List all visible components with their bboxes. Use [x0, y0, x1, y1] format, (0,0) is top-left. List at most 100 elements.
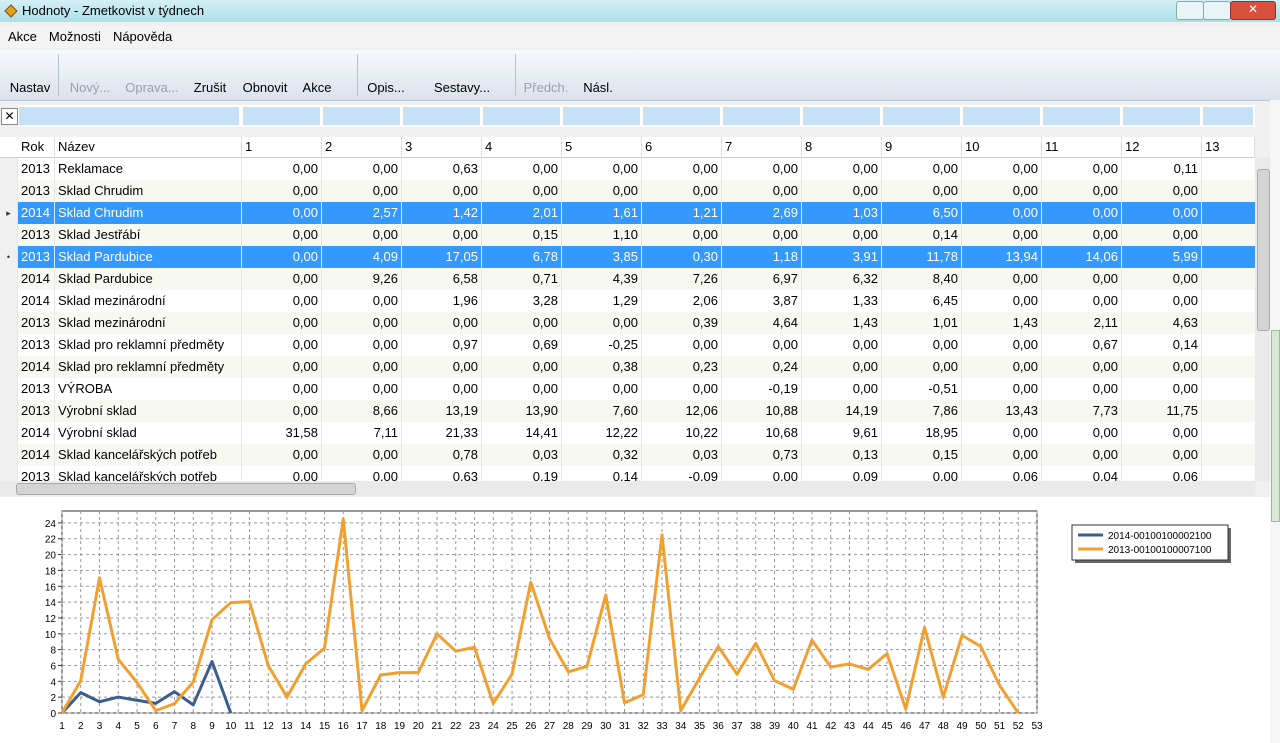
value-cell: 2,01 — [482, 202, 562, 224]
column-header[interactable]: 6 — [642, 137, 722, 159]
filter-cell[interactable] — [1203, 107, 1253, 125]
value-cell: 0,00 — [562, 378, 642, 400]
filter-cell[interactable] — [883, 107, 960, 125]
filter-cell[interactable] — [1043, 107, 1120, 125]
table-row[interactable]: 2013 Sklad Jestřábí 0,00 0,00 0,00 0,15 1,10 0,… — [0, 224, 1255, 246]
column-header[interactable]: 1 — [242, 137, 322, 159]
clear-filter[interactable]: ✕ — [1, 108, 18, 125]
text-cell: 2013 — [18, 466, 55, 481]
value-cell: 0,24 — [722, 356, 802, 378]
value-cell: 0,00 — [242, 290, 322, 312]
filter-cell[interactable] — [723, 107, 800, 125]
filter-cell[interactable] — [323, 107, 400, 125]
table-row[interactable]: • 2013 Sklad Pardubice 0,00 4,09 17,05 6,78 3,8… — [0, 246, 1255, 268]
table-row[interactable]: 2013 Sklad pro reklamní předměty 0,00 0,00 0… — [0, 334, 1255, 356]
value-cell: 0,00 — [962, 202, 1042, 224]
value-cell: 2,69 — [722, 202, 802, 224]
column-header[interactable]: 13 — [1202, 137, 1255, 159]
value-cell: -0,19 — [722, 378, 802, 400]
value-cell: 7,26 — [642, 268, 722, 290]
y-tick-label: 14 — [45, 598, 57, 609]
value-cell: 0,00 — [562, 158, 642, 180]
h-scroll-thumb[interactable] — [16, 483, 356, 495]
filter-cell[interactable] — [803, 107, 880, 125]
x-tick-label: 44 — [863, 721, 875, 732]
value-cell: 0,00 — [242, 180, 322, 202]
row-indicator — [0, 334, 18, 356]
value-cell: 0,00 — [402, 224, 482, 246]
splitter[interactable] — [1270, 100, 1280, 743]
table-row[interactable]: ▸ 2014 Sklad Chrudim 0,00 2,57 1,42 2,01 1,61 1,… — [0, 202, 1255, 224]
close-button[interactable]: ✕ — [1230, 1, 1276, 20]
menu-item[interactable]: Nápověda — [112, 29, 173, 44]
text-cell: Sklad kancelářských potřeb — [55, 444, 242, 466]
filter-cell[interactable] — [643, 107, 720, 125]
table-row[interactable]: 2013 VÝROBA 0,00 0,00 0,00 0,00 0,00 0,00 -0,19 0… — [0, 378, 1255, 400]
column-header[interactable]: Rok — [18, 137, 55, 159]
column-header[interactable]: 5 — [562, 137, 642, 159]
filter-cell[interactable] — [19, 107, 239, 125]
column-header[interactable]: Název — [55, 137, 242, 159]
x-tick-label: 19 — [394, 721, 406, 732]
splitter-thumb[interactable] — [1271, 330, 1280, 522]
table-row[interactable]: 2013 Reklamace 0,00 0,00 0,63 0,00 0,00 0,00 0,0… — [0, 158, 1255, 180]
x-tick-label: 49 — [956, 721, 968, 732]
column-header[interactable]: 7 — [722, 137, 802, 159]
table-row[interactable]: 2013 Sklad kancelářských potřeb 0,00 0,00 0,… — [0, 466, 1255, 481]
value-cell: 10,22 — [642, 422, 722, 444]
value-cell: 0,39 — [642, 312, 722, 334]
column-header[interactable]: 11 — [1042, 137, 1122, 159]
table-row[interactable]: 2014 Sklad pro reklamní předměty 0,00 0,00 0… — [0, 356, 1255, 378]
row-indicator — [0, 444, 18, 466]
text-cell: 2013 — [18, 378, 55, 400]
filter-cell[interactable] — [243, 107, 320, 125]
x-tick-label: 30 — [600, 721, 612, 732]
value-cell: 3,28 — [482, 290, 562, 312]
table-row[interactable]: 2013 Sklad Chrudim 0,00 0,00 0,00 0,00 0,00 0,0… — [0, 180, 1255, 202]
value-cell: 0,14 — [562, 466, 642, 481]
x-tick-label: 50 — [975, 721, 987, 732]
value-cell: 0,06 — [1122, 466, 1202, 481]
table-row[interactable]: 2014 Sklad mezinárodní 0,00 0,00 1,96 3,28 1,2… — [0, 290, 1255, 312]
text-cell: 2013 — [18, 246, 55, 268]
table-row[interactable]: 2013 Sklad mezinárodní 0,00 0,00 0,00 0,00 0,0… — [0, 312, 1255, 334]
filter-cell[interactable] — [483, 107, 560, 125]
column-header[interactable]: 3 — [402, 137, 482, 159]
value-cell: 0,00 — [242, 158, 322, 180]
column-header[interactable]: 12 — [1122, 137, 1202, 159]
filter-cell[interactable] — [403, 107, 480, 125]
value-cell: 0,00 — [882, 466, 962, 481]
filter-cell[interactable] — [563, 107, 640, 125]
table-row[interactable]: 2014 Sklad kancelářských potřeb 0,00 0,00 0,… — [0, 444, 1255, 466]
value-cell: 0,00 — [642, 180, 722, 202]
value-cell: 4,39 — [562, 268, 642, 290]
filter-cell[interactable] — [1123, 107, 1200, 125]
column-header[interactable]: 4 — [482, 137, 562, 159]
x-tick-label: 8 — [190, 721, 196, 732]
column-header[interactable]: 8 — [802, 137, 882, 159]
table-row[interactable]: 2013 Výrobní sklad 0,00 8,66 13,19 13,90 7,60 1… — [0, 400, 1255, 422]
value-cell: 0,00 — [242, 268, 322, 290]
table-row[interactable]: 2014 Sklad Pardubice 0,00 9,26 6,58 0,71 4,39 7… — [0, 268, 1255, 290]
column-header[interactable]: 9 — [882, 137, 962, 159]
menu-item[interactable]: Akce — [8, 29, 37, 44]
text-cell: Sklad Chrudim — [55, 180, 242, 202]
value-cell: 0,00 — [482, 356, 562, 378]
column-header[interactable]: 2 — [322, 137, 402, 159]
y-tick-label: 8 — [50, 646, 56, 657]
value-cell: 13,43 — [962, 400, 1042, 422]
v-scroll-thumb[interactable] — [1257, 169, 1270, 331]
maximize-button[interactable] — [1203, 1, 1231, 20]
v-scrollbar[interactable] — [1255, 157, 1270, 481]
value-cell: 0,00 — [642, 334, 722, 356]
table-row[interactable]: 2014 Výrobní sklad 31,58 7,11 21,33 14,41 12,2… — [0, 422, 1255, 444]
h-scrollbar[interactable] — [0, 481, 1255, 496]
value-cell: 0,00 — [242, 312, 322, 334]
minimize-button[interactable] — [1176, 1, 1204, 20]
value-cell: 0,38 — [562, 356, 642, 378]
filter-cell[interactable] — [963, 107, 1040, 125]
y-tick-label: 24 — [45, 519, 57, 530]
column-header[interactable]: 10 — [962, 137, 1042, 159]
menu-item[interactable]: Možnosti — [48, 29, 101, 44]
x-tick-label: 41 — [806, 721, 818, 732]
